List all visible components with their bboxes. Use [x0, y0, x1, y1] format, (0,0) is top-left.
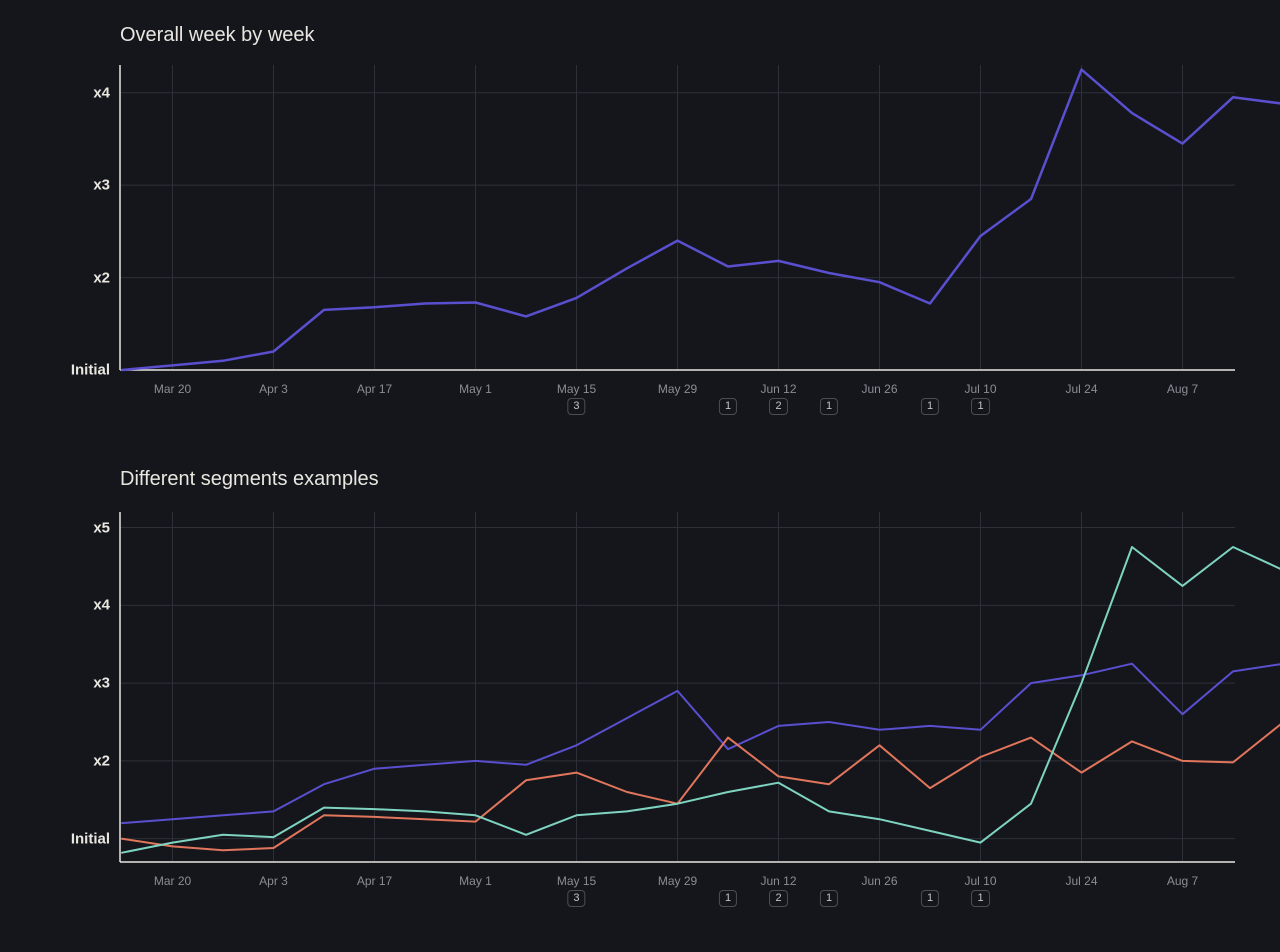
- x-axis-badge: 3: [567, 890, 585, 907]
- x-axis-label: Jun 12 2: [760, 874, 796, 907]
- x-axis-label: Aug 7: [1167, 874, 1198, 888]
- series-line-segment-c: [122, 547, 1280, 853]
- x-axis-extra-badge: 1: [820, 874, 838, 907]
- x-axis-badge: 2: [769, 398, 787, 415]
- x-axis-label-text: May 29: [658, 874, 697, 888]
- chart-svg: [120, 65, 1235, 370]
- y-axis-label: x3: [93, 675, 110, 692]
- x-axis-label-text: May 15: [557, 382, 596, 396]
- y-axis-label: x4: [93, 84, 110, 101]
- y-axis-label: x2: [93, 752, 110, 769]
- x-axis-label-text: Jul 10: [964, 382, 996, 396]
- x-axis-label: Apr 3: [259, 382, 288, 396]
- x-axis-label: Apr 17: [357, 874, 392, 888]
- x-axis-badge: 3: [567, 398, 585, 415]
- x-axis-label-text: Jul 10: [964, 874, 996, 888]
- x-axis-badge: 1: [921, 890, 939, 907]
- x-axis-label: May 29: [658, 874, 697, 888]
- x-axis-label: Mar 20: [154, 382, 191, 396]
- x-axis-label: Jun 26: [861, 382, 897, 396]
- x-axis-label: Apr 17: [357, 382, 392, 396]
- y-axis-label: x5: [93, 519, 110, 536]
- x-axis-badge: 1: [719, 398, 737, 415]
- x-axis-label-text: May 29: [658, 382, 697, 396]
- x-axis-extra-badge: 1: [921, 382, 939, 415]
- x-axis-label-text: Jul 24: [1065, 382, 1097, 396]
- chart-title: Overall week by week: [120, 24, 315, 47]
- x-axis-extra-badge: 1: [719, 874, 737, 907]
- x-axis-label: Jul 10 1: [964, 874, 996, 907]
- x-axis-extra-badge: 1: [820, 382, 838, 415]
- series-line-overall: [122, 70, 1280, 370]
- x-axis-label: Jun 26: [861, 874, 897, 888]
- x-axis-label-text: Aug 7: [1167, 874, 1198, 888]
- x-axis-label-text: Apr 17: [357, 874, 392, 888]
- x-axis-badge: 1: [719, 890, 737, 907]
- x-axis-label: May 29: [658, 382, 697, 396]
- x-axis-label-text: Aug 7: [1167, 382, 1198, 396]
- x-axis-label-text: Mar 20: [154, 874, 191, 888]
- x-axis-badge: 1: [971, 398, 989, 415]
- x-axis-label: May 15 3: [557, 382, 596, 415]
- x-axis-badge: 2: [769, 890, 787, 907]
- x-axis-label: Apr 3: [259, 874, 288, 888]
- x-axis-label-text: Jul 24: [1065, 874, 1097, 888]
- x-axis-label-text: Jun 12: [760, 874, 796, 888]
- x-axis-extra-badge: 1: [719, 382, 737, 415]
- chart-svg: [120, 512, 1235, 862]
- x-axis-badge: 1: [820, 398, 838, 415]
- page-root: Overall week by week Initialx2x3x4Mar 20…: [0, 0, 1280, 952]
- x-axis-extra-badge: 1: [921, 874, 939, 907]
- x-axis-label-text: Jun 26: [861, 382, 897, 396]
- x-axis-label-text: Apr 3: [259, 382, 288, 396]
- plot-area: Initialx2x3x4Mar 20Apr 3Apr 17May 1May 1…: [120, 65, 1235, 370]
- x-axis-label-text: Mar 20: [154, 382, 191, 396]
- y-axis-label: x4: [93, 597, 110, 614]
- x-axis-label-text: May 1: [459, 874, 492, 888]
- y-axis-label: Initial: [71, 830, 110, 847]
- chart-title: Different segments examples: [120, 468, 379, 491]
- x-axis-label-text: May 15: [557, 874, 596, 888]
- x-axis-label: Mar 20: [154, 874, 191, 888]
- x-axis-label: May 1: [459, 874, 492, 888]
- x-axis-badge: 1: [921, 398, 939, 415]
- x-axis-label-text: May 1: [459, 382, 492, 396]
- x-axis-label-text: Apr 17: [357, 382, 392, 396]
- series-line-segment-b: [122, 722, 1280, 850]
- x-axis-label: Jul 10 1: [964, 382, 996, 415]
- y-axis-label: x2: [93, 269, 110, 286]
- x-axis-label: Jul 24: [1065, 874, 1097, 888]
- plot-area: Initialx2x3x4x5Mar 20Apr 3Apr 17May 1May…: [120, 512, 1235, 862]
- x-axis-label: May 15 3: [557, 874, 596, 907]
- x-axis-label: May 1: [459, 382, 492, 396]
- x-axis-label-text: Jun 12: [760, 382, 796, 396]
- y-axis-label: Initial: [71, 362, 110, 379]
- x-axis-label-text: Jun 26: [861, 874, 897, 888]
- x-axis-label: Jul 24: [1065, 382, 1097, 396]
- x-axis-badge: 1: [820, 890, 838, 907]
- x-axis-label: Aug 7: [1167, 382, 1198, 396]
- x-axis-label-text: Apr 3: [259, 874, 288, 888]
- x-axis-label: Jun 12 2: [760, 382, 796, 415]
- y-axis-label: x3: [93, 177, 110, 194]
- x-axis-badge: 1: [971, 890, 989, 907]
